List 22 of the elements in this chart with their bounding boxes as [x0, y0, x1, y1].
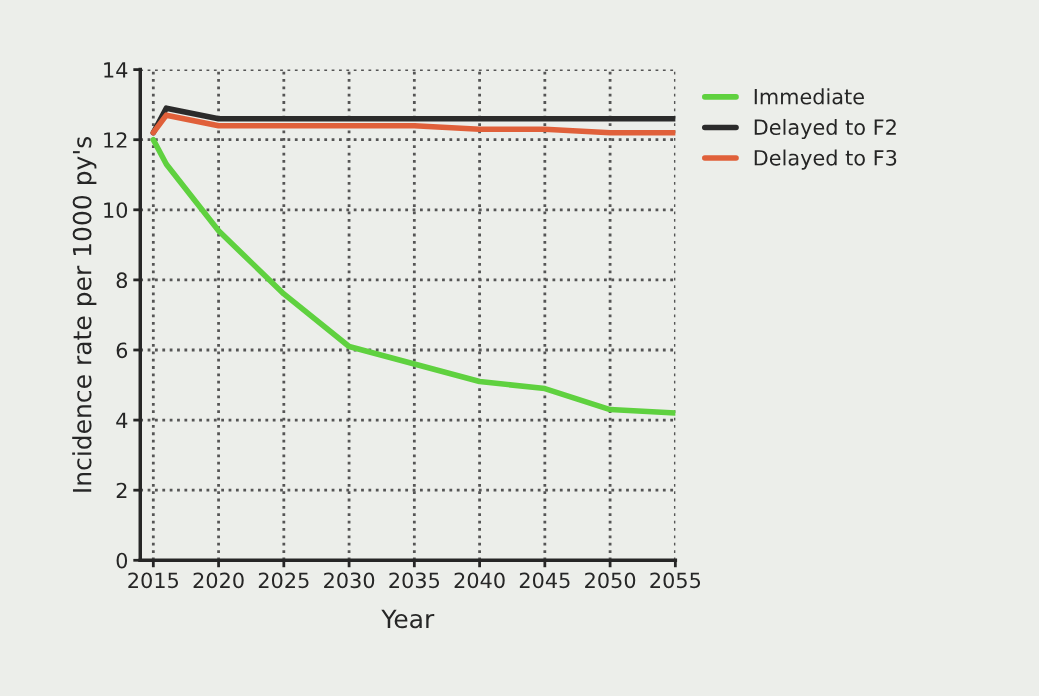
x-tick-label: 2050	[585, 572, 636, 589]
x-tick-label: 2055	[650, 572, 701, 589]
x-axis-title: Year	[381, 609, 435, 629]
y-axis-title: Incidence rate per 1000 py's	[72, 136, 97, 492]
x-tick-label: 2020	[193, 572, 244, 589]
x-tick-label: 2035	[389, 572, 440, 589]
y-tick-label: 14	[104, 62, 128, 78]
legend-label: Delayed to F3	[754, 149, 897, 170]
x-tick-label: 2015	[128, 572, 179, 589]
x-tick-label: 2030	[324, 572, 375, 589]
y-tick-label: 6	[116, 342, 128, 359]
legend-label: Delayed to F2	[754, 118, 896, 140]
y-tick-label: 8	[116, 272, 128, 289]
legend-label: Immediate	[754, 88, 864, 105]
y-tick-label: 10	[104, 202, 128, 219]
x-tick-label: 2045	[519, 572, 570, 589]
y-tick-label: 12	[104, 132, 127, 148]
x-tick-label: 2040	[454, 572, 505, 589]
y-tick-label: 4	[116, 412, 128, 428]
y-tick-label: 0	[116, 552, 128, 569]
x-tick-label: 2025	[258, 572, 309, 589]
y-tick-label: 2	[116, 482, 127, 499]
